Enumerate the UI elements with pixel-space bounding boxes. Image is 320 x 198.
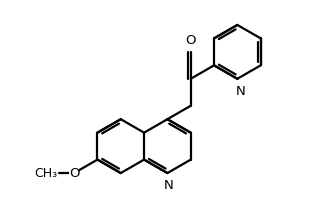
Text: N: N	[164, 179, 174, 192]
Text: O: O	[69, 167, 79, 180]
Text: CH₃: CH₃	[34, 167, 57, 180]
Text: O: O	[186, 34, 196, 47]
Text: N: N	[236, 85, 245, 98]
